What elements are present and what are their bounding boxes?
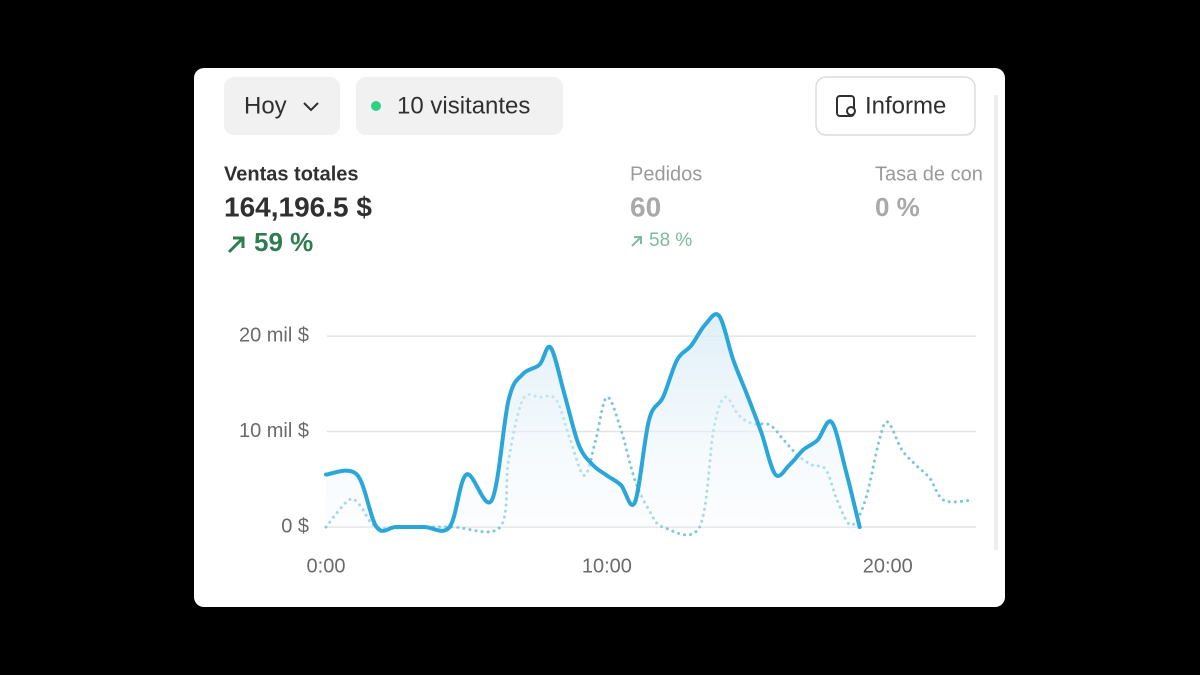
x-tick-label: 20:00	[863, 555, 913, 577]
metric-label: Pedidos	[630, 163, 702, 185]
metric-value: 0 %	[875, 192, 920, 222]
metric-label: Ventas totales	[224, 163, 359, 185]
live-dot	[371, 101, 381, 111]
x-tick-label: 10:00	[582, 555, 632, 577]
metric-change: 59 %	[254, 227, 313, 257]
y-tick-label: 10 mil $	[239, 420, 309, 442]
scrollbar	[994, 95, 998, 550]
plot: 0 $ 10 mil $ 20 mil $ 0:00 10:00 20:00	[239, 312, 976, 577]
up-arrow-icon	[631, 236, 642, 247]
report-button[interactable]: Informe	[815, 76, 976, 136]
report-label: Informe	[865, 92, 946, 119]
period-button[interactable]: Hoy	[224, 77, 340, 135]
card: Hoy 10 visitantes Informe Ventas totales…	[194, 68, 1005, 607]
period-label: Hoy	[244, 92, 287, 119]
report-icon-lens	[846, 106, 856, 116]
y-tick-label: 20 mil $	[239, 324, 309, 346]
visitors-button[interactable]: 10 visitantes	[356, 77, 563, 135]
metric-label: Tasa de con	[875, 163, 983, 185]
metric-change: 58 %	[649, 230, 692, 251]
y-tick-label: 0 $	[281, 515, 309, 537]
metric-value: 60	[630, 191, 661, 222]
report-icon	[836, 95, 855, 117]
metric-value: 164,196.5 $	[224, 191, 372, 222]
chevron-icon	[303, 102, 319, 112]
visitors-label: 10 visitantes	[397, 92, 530, 119]
button-bg	[224, 77, 340, 135]
button-bg	[356, 77, 563, 135]
button-bg	[815, 76, 976, 136]
area	[326, 314, 860, 531]
up-arrow-icon	[227, 236, 245, 254]
x-tick-label: 0:00	[307, 555, 346, 577]
line	[324, 312, 862, 533]
